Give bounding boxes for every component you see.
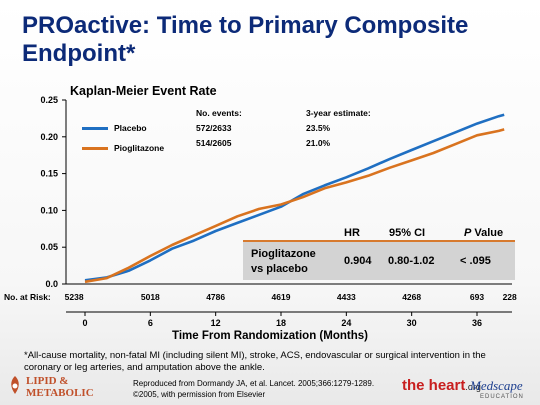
logo-line-2: METABOLIC — [26, 387, 94, 399]
footnote: *All-cause mortality, non-fatal MI (incl… — [24, 350, 486, 373]
y-tick-label: 0.15 — [40, 169, 58, 179]
ci-header: 95% CI — [389, 227, 426, 239]
at-risk-label: No. at Risk: — [4, 292, 51, 302]
at-risk-value: 5238 — [64, 292, 84, 302]
x-tick-label: 12 — [211, 318, 221, 328]
pioglitazone-swatch — [82, 147, 108, 151]
p-value-header: P Value — [464, 227, 504, 239]
chart-lines — [84, 113, 505, 284]
series-line-pioglitazone — [84, 128, 505, 284]
heart-logo-text: the heart — [402, 377, 466, 394]
at-risk-value: 4619 — [271, 292, 291, 302]
at-risk-value: 4786 — [206, 292, 226, 302]
hr-value: 0.904 — [344, 255, 372, 267]
heart-logo-suffix: .org — [465, 382, 481, 392]
hr-header: HR — [344, 227, 360, 239]
estimate-header: 3-year estimate: — [306, 108, 371, 118]
title-line-2: Endpoint* — [22, 40, 136, 67]
events-header: No. events: — [196, 108, 242, 118]
x-tick-label: 0 — [82, 318, 87, 328]
x-axis-label: Time From Randomization (Months) — [172, 330, 368, 342]
medscape-logo: Medscape EDUCATION — [470, 378, 524, 400]
hr-table-row: Pioglitazone vs placebo 0.904 0.80-1.02 … — [243, 240, 515, 280]
title-line-1: PROactive: Time to Primary Composite — [22, 12, 469, 39]
x-tick-label: 18 — [276, 318, 286, 328]
x-tick-label: 24 — [341, 318, 351, 328]
legend-label: Placebo — [114, 123, 147, 133]
lipid-metabolic-logo: LIPID & METABOLIC — [8, 375, 94, 399]
y-tick-label: 0.25 — [40, 95, 58, 105]
at-risk-value: 228 — [502, 292, 517, 302]
y-tick-label: 0.10 — [40, 205, 58, 215]
estimate-placebo: 23.5% — [306, 123, 331, 133]
chart-axes: 0.0 0.05 0.10 0.15 0.20 0.25 0 6 12 18 24 30 36 — [40, 95, 512, 328]
at-risk-value: 693 — [469, 292, 485, 302]
medscape-logo-text: Medscape — [470, 378, 523, 393]
events-pioglitazone: 514/2605 — [196, 138, 232, 148]
y-tick-label: 0.05 — [40, 242, 58, 252]
events-placebo: 572/2633 — [196, 123, 232, 133]
p-value: < .095 — [460, 255, 491, 267]
medscape-logo-sub: EDUCATION — [480, 394, 524, 400]
at-risk-value: 4433 — [336, 292, 356, 302]
chart-title: Kaplan-Meier Event Rate — [70, 84, 217, 98]
series-line-placebo — [84, 113, 505, 282]
estimate-pioglitazone: 21.0% — [306, 138, 331, 148]
x-tick-label: 30 — [407, 318, 417, 328]
y-tick-label: 0.20 — [40, 132, 58, 142]
legend-label: Pioglitazone — [114, 143, 165, 153]
row-label-line-2: vs placebo — [251, 263, 308, 275]
theheart-logo: the heart.org — [402, 377, 481, 394]
placebo-swatch — [82, 127, 108, 131]
source-citation: Reproduced from Dormandy JA, et al. Lanc… — [133, 379, 375, 399]
at-risk-value: 5018 — [140, 292, 160, 302]
slide-title: PROactive: Time to Primary Composite End… — [22, 12, 522, 68]
logo-emblem-icon — [8, 375, 22, 395]
x-tick-label: 6 — [148, 318, 153, 328]
at-risk-value: 4268 — [402, 292, 422, 302]
ci-value: 0.80-1.02 — [388, 255, 435, 267]
legend-item-pioglitazone: Pioglitazone — [82, 143, 164, 153]
x-tick-label: 36 — [472, 318, 482, 328]
logo-line-1: LIPID & — [26, 375, 69, 387]
legend-item-placebo: Placebo — [82, 123, 147, 133]
y-tick-label: 0.0 — [45, 279, 58, 289]
row-label-line-1: Pioglitazone — [251, 248, 316, 260]
